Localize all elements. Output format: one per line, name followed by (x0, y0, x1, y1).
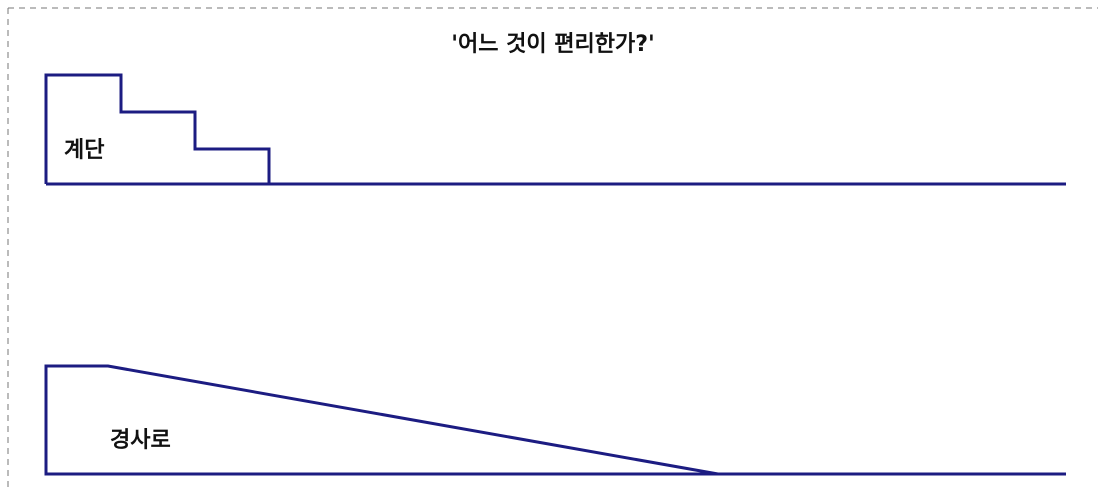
ramp-label: 경사로 (110, 428, 171, 453)
stairs-shape (44, 73, 1066, 186)
ramp-shape (44, 364, 1066, 476)
dashed-frame (7, 7, 1098, 490)
stairs-label: 계단 (64, 138, 104, 163)
title: '어느 것이 편리한가?' (451, 32, 654, 57)
